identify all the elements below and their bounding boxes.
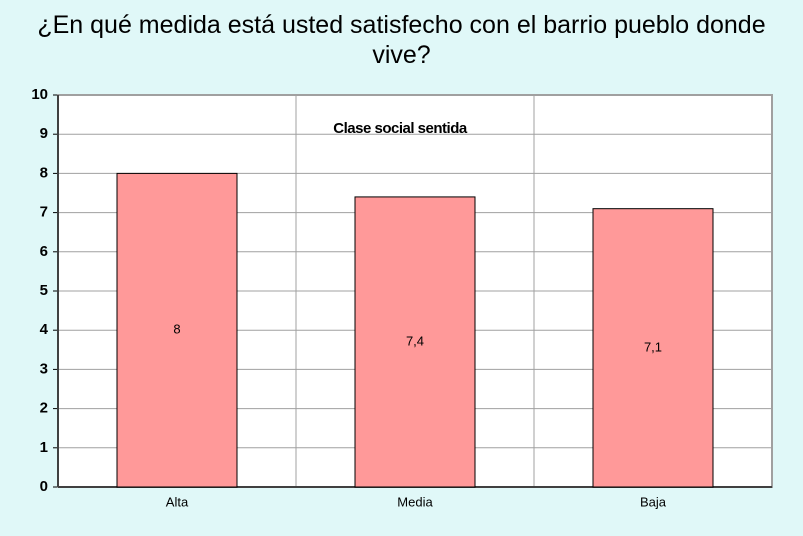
y-tick-label: 9 (40, 125, 48, 142)
y-tick-label: 10 (31, 86, 48, 103)
y-tick-label: 8 (40, 164, 48, 181)
y-tick-label: 5 (40, 282, 48, 299)
x-tick-label: Baja (640, 494, 667, 509)
value-label: 8 (173, 322, 180, 337)
bar (354, 196, 476, 488)
bar (116, 172, 238, 488)
y-tick-label: 6 (40, 243, 48, 260)
y-tick-label: 4 (40, 321, 49, 338)
value-label: 7,1 (644, 339, 662, 354)
chart-title: ¿En qué medida está usted satisfecho con… (37, 11, 766, 69)
value-label: 7,4 (406, 333, 424, 348)
bar (592, 208, 714, 488)
x-tick-label: Alta (166, 494, 189, 509)
annotation: Clase social sentida (333, 120, 468, 137)
y-tick-label: 3 (40, 360, 48, 377)
y-tick-label: 7 (40, 204, 48, 221)
y-tick-label: 1 (40, 439, 48, 456)
y-tick-label: 0 (40, 478, 48, 495)
y-tick-label: 2 (40, 400, 48, 417)
x-tick-label: Media (397, 494, 433, 509)
